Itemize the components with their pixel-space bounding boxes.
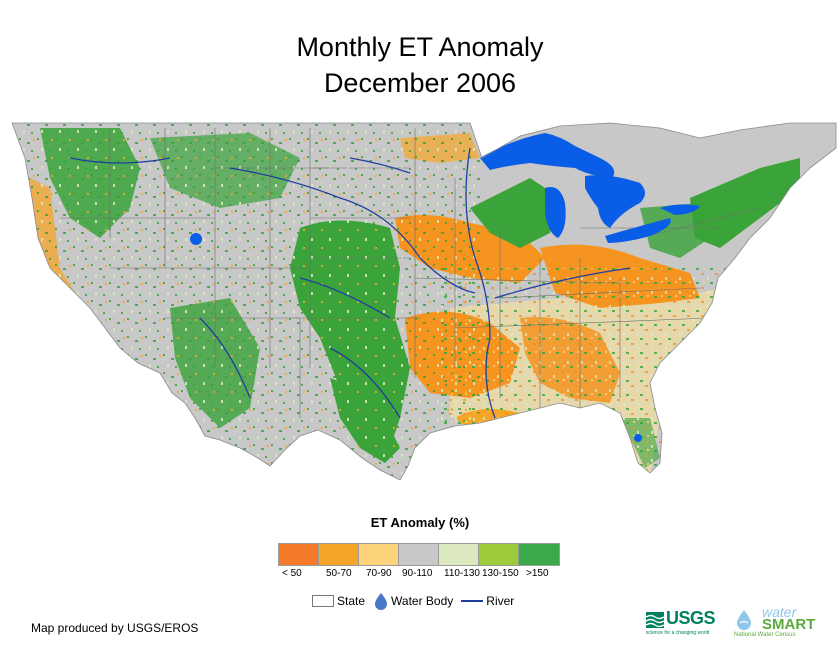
map-credit: Map produced by USGS/EROS (31, 621, 199, 635)
legend-label: 70-90 (366, 568, 392, 579)
lake-okeechobee (634, 434, 642, 442)
river-line-icon (461, 600, 484, 602)
key-river: River (461, 594, 514, 608)
legend-swatch-70-90 (359, 544, 399, 565)
legend-swatch-gt150 (519, 544, 559, 565)
wet-zone-appalachia (640, 203, 710, 258)
lake-michigan (545, 187, 566, 238)
us-outline (11, 122, 837, 481)
legend-swatch-lt50 (279, 544, 319, 565)
legend-labels: < 50 50-70 70-90 90-110 110-130 130-150 … (268, 568, 578, 582)
state-swatch-icon (312, 595, 334, 607)
legend-swatch-130-150 (479, 544, 519, 565)
usgs-tagline: science for a changing world (646, 630, 710, 636)
legend-swatch-90-110 (399, 544, 439, 565)
watersmart-smart-text: SMART (762, 616, 816, 633)
legend-swatch-110-130 (439, 544, 479, 565)
legend-title: ET Anomaly (%) (370, 515, 470, 530)
lake-erie (605, 218, 671, 243)
et-anomaly-map (11, 122, 837, 481)
wet-zone-northeast (690, 158, 800, 248)
map-key: State Water Body River (312, 592, 522, 610)
map-subtitle: December 2006 (323, 68, 517, 98)
legend-label: < 50 (282, 568, 302, 579)
usgs-wave-icon (646, 612, 665, 628)
lake-superior (480, 133, 615, 178)
key-state-label: State (337, 594, 366, 608)
legend-label: 90-110 (402, 568, 433, 579)
watersmart-logo: water SMART National Water Census (728, 604, 818, 640)
water-drop-icon (375, 593, 388, 610)
lake-ontario (660, 204, 700, 215)
rivers (69, 147, 631, 419)
key-water-body: Water Body (373, 592, 453, 610)
legend-label: 110-130 (444, 568, 480, 579)
usgs-logo-text: USGS (666, 608, 716, 628)
watersmart-water-text: water (762, 604, 797, 620)
legend-swatch-50-70 (319, 544, 359, 565)
lake-huron (585, 175, 645, 228)
usgs-logo: USGS science for a changing world (646, 608, 726, 638)
legend-color-ramp (278, 543, 560, 566)
wet-zone-midwest (470, 178, 560, 248)
legend-label: 130-150 (482, 568, 519, 579)
great-lakes (480, 133, 700, 243)
legend-label: 50-70 (326, 568, 352, 579)
legend-label: >150 (526, 568, 549, 579)
great-salt-lake (190, 233, 202, 245)
watersmart-drop-icon (737, 610, 751, 630)
watersmart-tagline: National Water Census (734, 632, 796, 638)
key-water-body-label: Water Body (391, 594, 454, 608)
key-state: State (312, 594, 365, 608)
map-title: Monthly ET Anomaly (296, 32, 544, 62)
key-river-label: River (486, 594, 515, 608)
